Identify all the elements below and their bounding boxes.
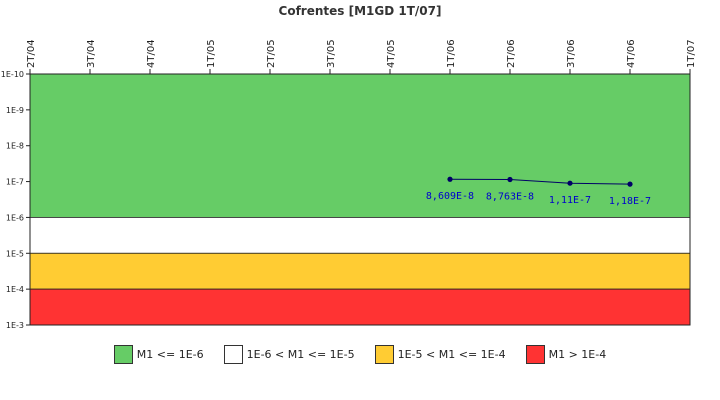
x-tick-label: 4T/04 [146, 39, 157, 68]
y-tick-label: 1E-5 [6, 249, 24, 258]
data-label: 8,763E-8 [486, 192, 534, 203]
data-label: 1,18E-7 [609, 196, 651, 207]
chart-title: Cofrentes [M1GD 1T/07] [278, 4, 442, 18]
legend-swatch [113, 345, 133, 364]
data-label: 8,609E-8 [426, 191, 474, 202]
x-tick-label: 3T/04 [86, 39, 97, 68]
data-point [447, 176, 453, 182]
x-tick-label: 1T/05 [206, 39, 217, 68]
plot-frame [29, 73, 691, 326]
y-tick-label: 1E-7 [6, 178, 24, 187]
legend-label: M1 <= 1E-6 [136, 348, 204, 361]
band-3 [29, 288, 691, 326]
legend-item: 1E-5 < M1 <= 1E-4 [374, 345, 506, 364]
legend-label: 1E-6 < M1 <= 1E-5 [246, 348, 355, 361]
legend-label: 1E-5 < M1 <= 1E-4 [397, 348, 506, 361]
legend-swatch [223, 345, 243, 364]
legend-label: M1 > 1E-4 [548, 348, 607, 361]
y-tick-label: 1E-8 [6, 142, 24, 151]
data-point [567, 180, 573, 186]
legend-item: 1E-6 < M1 <= 1E-5 [223, 345, 355, 364]
y-tick-label: 1E-6 [6, 213, 24, 222]
y-tick-label: 1E-9 [6, 106, 24, 115]
x-tick-label: 2T/05 [266, 39, 277, 68]
band-2 [29, 252, 691, 290]
legend-swatch [374, 345, 394, 364]
x-tick-label: 4T/05 [386, 39, 397, 68]
y-tick-label: 1E-10 [1, 70, 24, 79]
data-point [627, 181, 633, 187]
y-tick-label: 1E-4 [6, 285, 24, 294]
x-tick-label: 3T/06 [566, 39, 577, 68]
y-tick-label: 1E-3 [6, 321, 24, 330]
data-point [507, 176, 513, 183]
legend-swatch [525, 345, 545, 364]
x-tick-label: 1T/06 [446, 39, 457, 68]
chart-legend: M1 <= 1E-6 1E-6 < M1 <= 1E-5 1E-5 < M1 <= … [0, 345, 720, 364]
x-tick-label: 3T/05 [326, 39, 337, 68]
x-tick-label: 2T/06 [506, 39, 517, 68]
x-tick-label: 1T/07 [686, 39, 697, 68]
series-line [449, 178, 631, 185]
legend-item: M1 <= 1E-6 [113, 345, 204, 364]
x-tick-label: 4T/06 [626, 39, 637, 68]
data-label: 1,11E-7 [549, 195, 591, 206]
band-1 [29, 217, 691, 254]
legend-item: M1 > 1E-4 [525, 345, 607, 364]
x-tick-label: 2T/04 [26, 39, 37, 68]
